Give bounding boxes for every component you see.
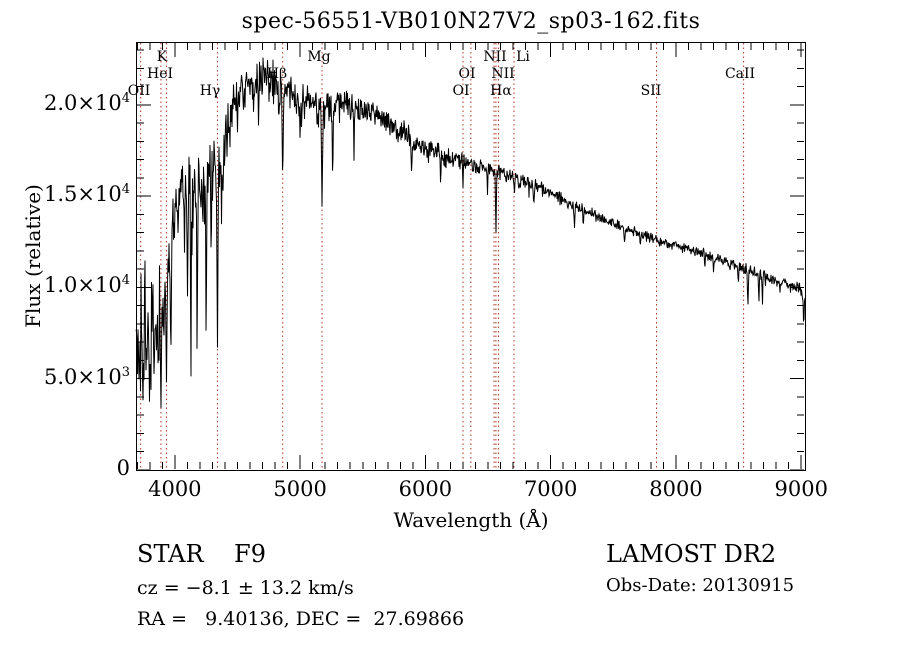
radec-text: RA = 9.40136, DEC = 27.69866	[137, 608, 465, 630]
spectral-line-label: CaII	[725, 66, 755, 82]
spectral-line-label: NII	[483, 49, 506, 65]
cz-text: cz = −8.1 ± 13.2 km/s	[137, 577, 354, 599]
x-tick-label: 8000	[649, 477, 703, 501]
spectral-line-label: Mg	[307, 49, 330, 65]
x-tick-label: 5000	[273, 477, 327, 501]
spectral-line-label: HeI	[147, 66, 173, 82]
y-tick-label: 1.5×104	[44, 182, 130, 207]
x-axis-label: Wavelength (Å)	[393, 508, 549, 532]
spectral-line-label: Hγ	[200, 83, 221, 99]
x-tick-label: 4000	[148, 477, 202, 501]
page-title: spec-56551-VB010N27V2_sp03-162.fits	[241, 9, 701, 34]
obsdate-text: Obs-Date: 20130915	[606, 575, 795, 596]
spectral-line-label: OI	[452, 83, 469, 99]
spectral-line-label: Hβ	[267, 66, 287, 82]
classification-text: STAR F9	[137, 540, 266, 568]
spectral-line-label: SII	[641, 83, 662, 99]
y-tick-label: 1.0×104	[44, 273, 130, 298]
spectral-line-label: Li	[516, 49, 530, 65]
spectral-line-label: OI	[458, 66, 475, 82]
spectral-line-label: OII	[128, 83, 151, 99]
plot-frame	[135, 41, 807, 472]
survey-text: LAMOST DR2	[606, 540, 777, 568]
spectral-line-label: K	[157, 49, 168, 65]
spectral-line-label: NII	[491, 66, 514, 82]
spectral-line-label: Hα	[490, 83, 512, 99]
x-tick-label: 6000	[398, 477, 453, 501]
spectrum-trace	[135, 57, 806, 408]
y-tick-label: 5.0×103	[44, 364, 130, 389]
x-tick-label: 7000	[523, 477, 578, 501]
x-tick-label: 9000	[774, 477, 828, 501]
y-tick-label: 0	[116, 456, 130, 480]
y-tick-label: 2.0×104	[44, 90, 130, 115]
